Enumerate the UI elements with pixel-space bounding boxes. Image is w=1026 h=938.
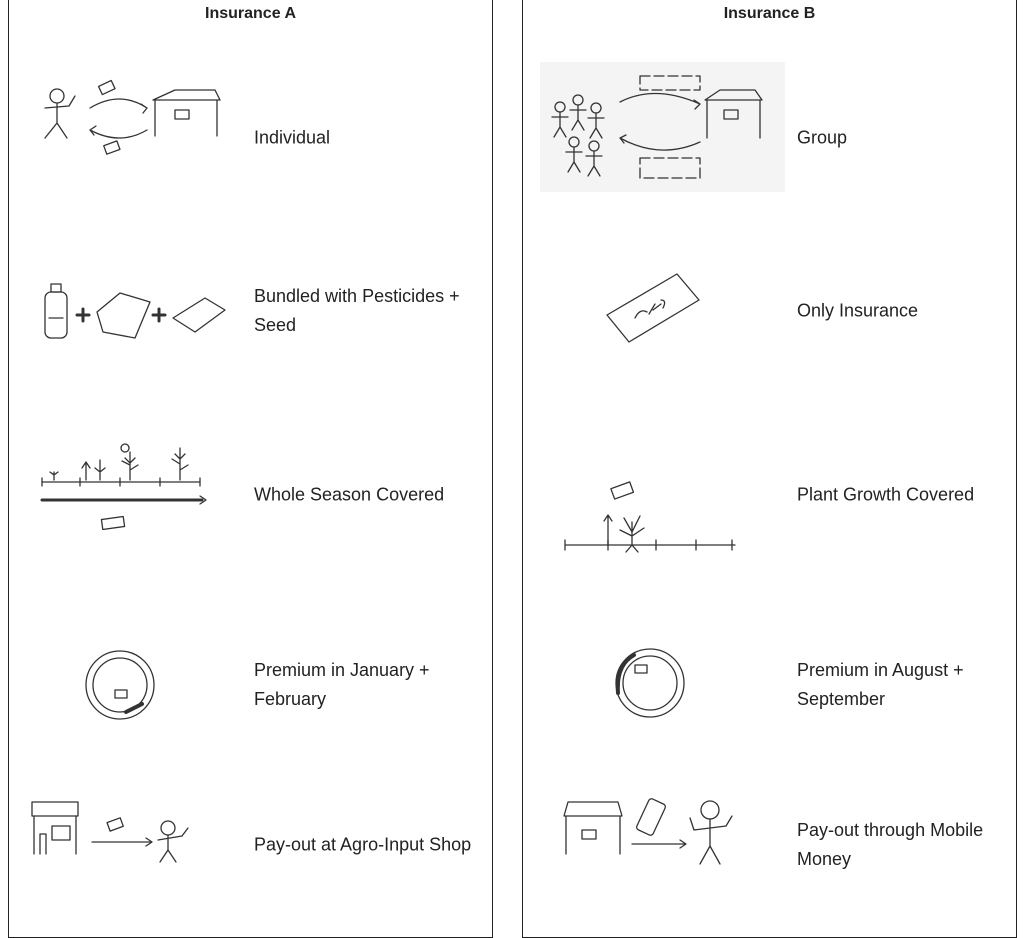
row-label: Pay-out through Mobile Money xyxy=(797,820,984,869)
icon-calendar-b xyxy=(615,648,685,718)
icon-calendar-a xyxy=(85,650,155,720)
row-label: Premium in August + September xyxy=(797,660,964,709)
icon-plant xyxy=(564,481,736,553)
panel-title: Insurance A xyxy=(205,5,296,22)
row-label: Pay-out at Agro-Input Shop xyxy=(254,834,472,855)
icon-only-insurance xyxy=(606,273,700,343)
icon-individual xyxy=(44,79,221,155)
row-label: Group xyxy=(797,127,848,148)
row-label: Whole Season Covered xyxy=(254,484,445,505)
icon-bundle xyxy=(44,283,226,339)
icon-group xyxy=(540,62,785,192)
icon-agro xyxy=(31,801,189,863)
row-label: Plant Growth Covered xyxy=(797,484,975,505)
row-label: Only Insurance xyxy=(797,300,919,321)
row-label: Individual xyxy=(254,127,331,148)
row-label: Premium in January + February xyxy=(254,660,430,709)
icon-mobile xyxy=(563,798,733,865)
icon-season xyxy=(40,443,207,531)
panel-title: Insurance B xyxy=(723,5,816,22)
row-label: Bundled with Pesticides + Seed xyxy=(254,286,460,335)
